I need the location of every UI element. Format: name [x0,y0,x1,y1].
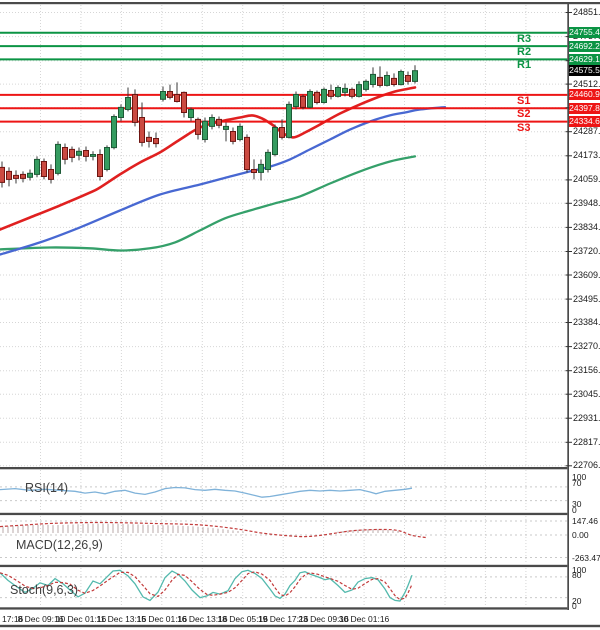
ma-fast-line [0,86,417,231]
ma-slow-line [0,155,417,252]
stoch-d-line [0,571,413,601]
window-top-border [0,2,600,5]
panel-separator [0,512,568,516]
rsi-line [0,486,413,498]
macd-signal-line [0,521,427,539]
window-bottom-border [0,624,600,628]
panel-separator [0,564,568,568]
y-axis-spine [567,2,569,610]
stoch-k-line [0,569,413,602]
ma-mid-line [0,106,447,256]
panel-separator [0,467,568,470]
panel-separator [0,607,568,610]
